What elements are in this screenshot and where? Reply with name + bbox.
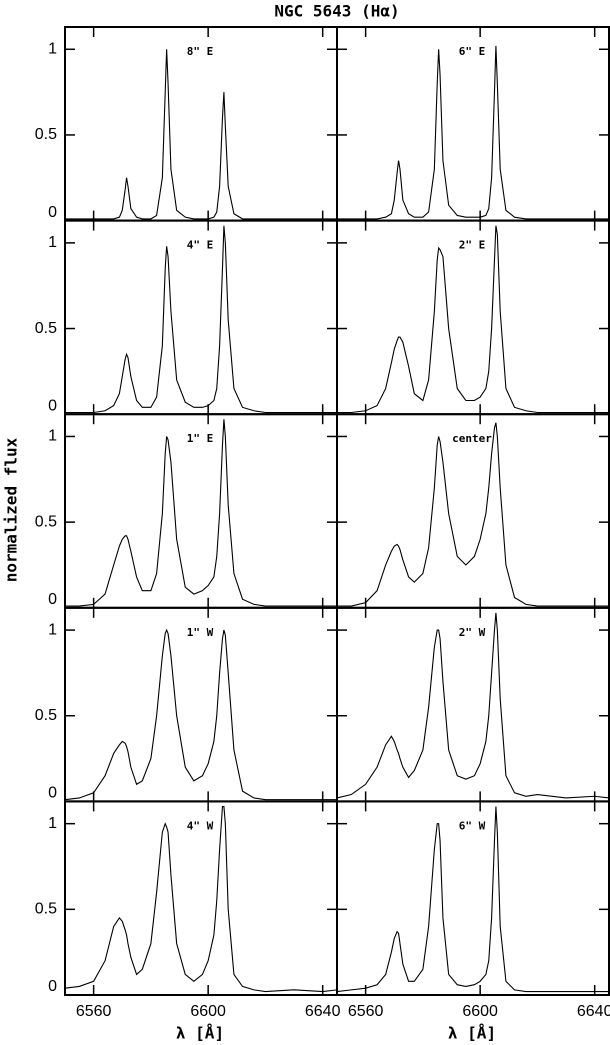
- spectrum-line: [337, 45, 609, 220]
- spectrum-line: [65, 628, 337, 801]
- spectrum-line: [337, 612, 609, 799]
- spectrum-line: [337, 422, 609, 607]
- x-tick-label: 6560: [76, 1003, 112, 1020]
- spectrum-line: [65, 805, 337, 993]
- spectrum-line: [337, 806, 609, 993]
- y-tick-label: 1: [48, 428, 57, 445]
- x-tick-label: 6640: [305, 1003, 341, 1020]
- y-tick-label: 0: [48, 397, 57, 414]
- y-tick-label: 0.5: [35, 320, 57, 337]
- spectrum-line: [65, 225, 337, 414]
- y-tick-label: 0.5: [35, 901, 57, 918]
- y-tick-label: 0.5: [35, 513, 57, 530]
- y-tick-label: 1: [48, 40, 57, 57]
- y-tick-label: 0: [48, 204, 57, 221]
- y-tick-label: 1: [48, 815, 57, 832]
- spectrum-line: [337, 225, 609, 414]
- panel-label: 4" E: [187, 239, 214, 252]
- panel-label: 6" W: [459, 819, 486, 832]
- spectrum-line: [65, 419, 337, 607]
- y-tick-label: 0: [48, 591, 57, 608]
- chart-title: NGC 5643 (Hα): [274, 2, 399, 21]
- y-axis-label: normalized flux: [2, 437, 21, 582]
- panel-label: 6" E: [459, 45, 486, 58]
- y-tick-label: 1: [48, 234, 57, 251]
- panel-frame: [336, 800, 610, 997]
- x-tick-label: 6600: [190, 1003, 226, 1020]
- x-axis-label: λ [Å]: [176, 1024, 224, 1043]
- x-tick-label: 6640: [577, 1003, 610, 1020]
- panel-label: 2" W: [459, 626, 486, 639]
- panel-label: center: [452, 432, 492, 445]
- panel-label: 4" W: [187, 819, 214, 832]
- panel-label: 1" E: [187, 432, 214, 445]
- panel-label: 1" W: [187, 626, 214, 639]
- x-tick-label: 6560: [348, 1003, 384, 1020]
- panel-label: 2" E: [459, 239, 486, 252]
- y-tick-label: 0.5: [35, 126, 57, 143]
- x-tick-label: 6600: [462, 1003, 498, 1020]
- panel-label: 8" E: [187, 45, 214, 58]
- y-tick-label: 0.5: [35, 707, 57, 724]
- y-tick-label: 0: [48, 978, 57, 995]
- y-tick-label: 1: [48, 621, 57, 638]
- spectrum-line: [65, 49, 337, 220]
- x-axis-label: λ [Å]: [448, 1024, 496, 1043]
- y-tick-label: 0: [48, 785, 57, 802]
